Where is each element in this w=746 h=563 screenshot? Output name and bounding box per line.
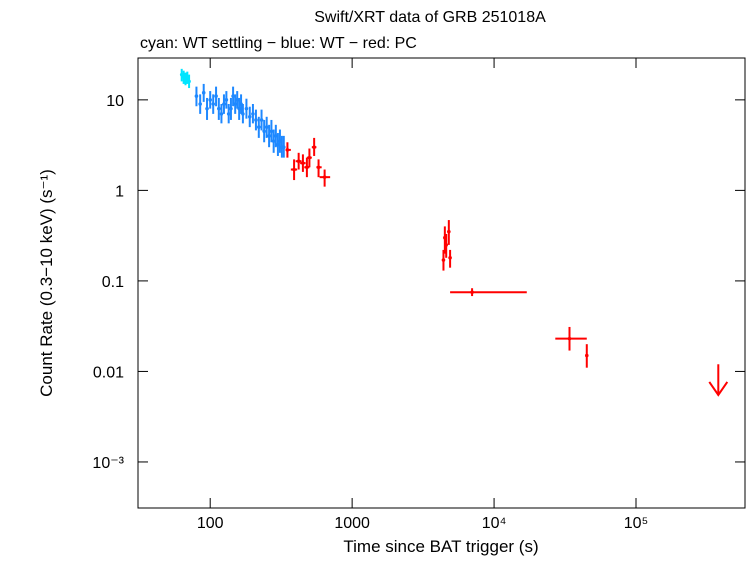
x-tick-label: 100 [197,515,224,532]
data-point [269,129,274,134]
data-point [208,98,212,102]
data-point [307,155,312,160]
data-point [447,229,451,234]
data-point [214,94,218,98]
data-point [276,142,280,147]
y-axis-label: Count Rate (0.3−10 keV) (s⁻¹) [37,169,56,397]
data-point [211,102,216,106]
data-point [448,255,452,260]
data-point [251,112,255,116]
data-point [262,129,266,134]
data-point [241,112,245,116]
data-point [322,175,327,179]
data-point [198,102,202,106]
data-point [229,106,233,111]
data-point [305,165,309,170]
data-point [201,90,206,95]
x-tick-label: 10⁵ [624,515,648,532]
y-tick-label: 0.1 [102,274,124,291]
data-point [292,167,296,172]
data-point [441,258,446,262]
data-point [271,139,276,143]
data-point [224,98,229,102]
data-point [281,145,286,149]
data-point [316,165,321,170]
data-point [267,134,271,138]
data-point [296,159,301,164]
data-point [205,106,209,111]
data-point [444,243,449,247]
data-point [187,79,191,84]
data-point [567,336,572,341]
y-tick-label: 10 [106,93,124,110]
x-tick-label: 1000 [334,515,370,532]
data-point [233,102,237,106]
data-point [244,106,249,111]
x-tick-label: 10⁴ [482,515,507,532]
data-point [254,118,258,122]
data-point [264,125,269,129]
data-point [231,94,235,98]
upper-limit-arrow [708,381,729,397]
x-axis-label: Time since BAT trigger (s) [343,537,538,556]
data-point [285,148,290,152]
data-point [219,112,224,116]
plot-frame [137,57,746,509]
y-tick-label: 0.01 [93,364,124,381]
data-point [259,118,264,122]
data-point [235,98,240,102]
data-point [278,139,282,143]
data-point [194,94,199,98]
y-tick-label: 10⁻³ [92,455,124,472]
data-point [584,353,589,358]
data-point [226,112,231,116]
data-point [470,290,474,295]
data-point [217,106,221,111]
chart-subtitle: cyan: WT settling − blue: WT − red: PC [140,35,417,52]
data-point [301,161,305,165]
y-tick-label: 1 [115,183,124,200]
chart-title: Swift/XRT data of GRB 251018A [314,9,546,26]
data-point [274,134,278,138]
data-point [256,125,261,129]
data-point [222,102,226,106]
data-point [312,145,316,149]
data-point [247,114,252,119]
